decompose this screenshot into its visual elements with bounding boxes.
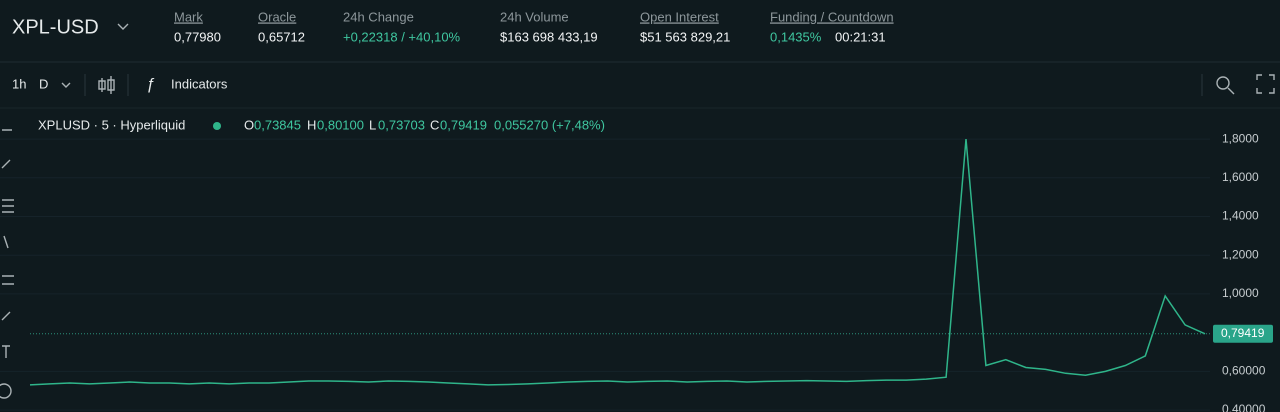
funding-rate: 0,1435% bbox=[770, 29, 822, 44]
status-dot bbox=[213, 122, 221, 130]
indicators[interactable]: Indicators bbox=[171, 76, 228, 91]
y-tick-label: 1,6000 bbox=[1222, 170, 1259, 184]
y-tick-label: 1,4000 bbox=[1222, 209, 1259, 223]
interval[interactable]: 1h bbox=[12, 76, 26, 91]
stat-label: Oracle bbox=[258, 9, 296, 24]
legend-change: 0,055270 (+7,48%) bbox=[494, 117, 605, 132]
y-tick-label: 1,8000 bbox=[1222, 131, 1259, 145]
stat-label: Funding / Countdown bbox=[770, 9, 894, 24]
legend-key: C bbox=[430, 117, 439, 132]
y-tick-label: 1,2000 bbox=[1222, 247, 1259, 261]
search-icon[interactable] bbox=[1227, 87, 1235, 95]
legend-title: XPLUSD · 5 · Hyperliquid bbox=[38, 117, 185, 132]
legend-value: 0,73703 bbox=[378, 117, 425, 132]
symbol-dropdown[interactable] bbox=[117, 23, 129, 30]
stat-value: 0,77980 bbox=[174, 29, 221, 44]
fullscreen-icon[interactable] bbox=[1256, 74, 1275, 94]
stat-value: $163 698 433,19 bbox=[500, 29, 598, 44]
stat-value: $51 563 829,21 bbox=[640, 29, 730, 44]
legend-key: H bbox=[307, 117, 316, 132]
last-price-badge bbox=[1213, 324, 1273, 343]
stat-label: 24h Change bbox=[343, 9, 414, 24]
y-tick-label: 0,40000 bbox=[1222, 402, 1266, 412]
search-icon[interactable] bbox=[1216, 76, 1230, 90]
stat-label: 24h Volume bbox=[500, 9, 569, 24]
fx-icon[interactable]: ƒ bbox=[146, 76, 155, 93]
stat-value: 0,65712 bbox=[258, 29, 305, 44]
legend-key: O bbox=[244, 117, 254, 132]
drawing-tools[interactable] bbox=[1, 129, 14, 358]
legend-value: 0,73845 bbox=[254, 117, 301, 132]
price-line bbox=[29, 139, 1206, 386]
y-tick-label: 0,60000 bbox=[1222, 364, 1266, 378]
period[interactable]: D bbox=[39, 76, 48, 91]
y-tick-label: 1,0000 bbox=[1222, 286, 1259, 300]
header-bg bbox=[0, 0, 1280, 62]
stat-label: Mark bbox=[174, 9, 203, 24]
legend-value: 0,80100 bbox=[317, 117, 364, 132]
symbol[interactable]: XPL-USD bbox=[12, 16, 99, 38]
stat-value: +0,22318 / +40,10% bbox=[343, 29, 461, 44]
legend-value: 0,79419 bbox=[440, 117, 487, 132]
candle-icon[interactable] bbox=[98, 76, 115, 94]
last-price-label: 0,79419 bbox=[1221, 326, 1265, 340]
countdown: 00:21:31 bbox=[835, 29, 886, 44]
legend-key: L bbox=[369, 117, 376, 132]
stat-label: Open Interest bbox=[640, 9, 719, 24]
period-dropdown[interactable] bbox=[61, 82, 71, 88]
plot: 1,8000 1,6000 1,4000 1,2000 1,0000 0,60000 0,4… bbox=[0, 131, 1273, 412]
tool-icon[interactable] bbox=[0, 383, 12, 399]
